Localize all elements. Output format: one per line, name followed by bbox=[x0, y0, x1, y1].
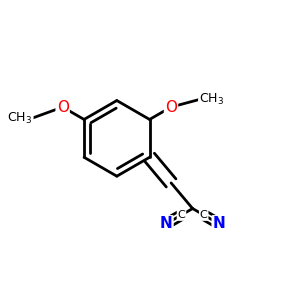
Text: CH$_3$: CH$_3$ bbox=[199, 92, 224, 107]
Text: C: C bbox=[200, 210, 208, 220]
Text: CH$_3$: CH$_3$ bbox=[8, 110, 33, 126]
Text: O: O bbox=[57, 100, 69, 115]
Text: N: N bbox=[160, 216, 172, 231]
Text: N: N bbox=[213, 216, 225, 231]
Text: O: O bbox=[165, 100, 177, 115]
Text: C: C bbox=[178, 210, 185, 220]
